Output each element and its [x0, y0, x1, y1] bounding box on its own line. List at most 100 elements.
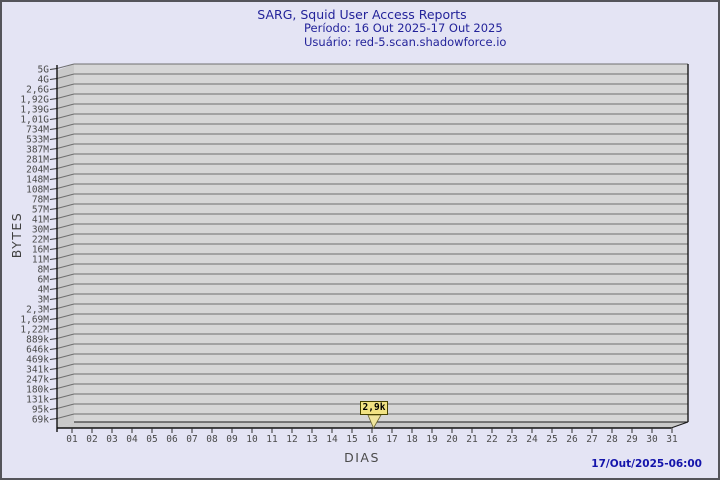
y-tick-label: 469k	[26, 355, 49, 366]
y-tick-label: 180k	[26, 385, 49, 396]
x-tick-label: 25	[546, 434, 557, 445]
x-tick-label: 02	[86, 434, 97, 445]
y-tick	[49, 208, 58, 210]
marker-pointer-icon	[367, 414, 382, 429]
x-tick-label: 12	[286, 434, 297, 445]
y-tick	[49, 98, 58, 100]
gridline-wall-segment	[56, 253, 75, 259]
y-tick	[49, 358, 58, 360]
gridline-wall-segment	[56, 63, 75, 69]
gridline-wall-segment	[56, 193, 75, 199]
gridline-wall-segment	[56, 123, 75, 129]
y-tick	[49, 78, 58, 80]
y-tick	[49, 178, 58, 180]
gridline-wall-segment	[56, 83, 75, 89]
gridline-wall-segment	[56, 143, 75, 149]
x-tick-label: 29	[626, 434, 638, 445]
y-tick-label: 16M	[32, 245, 49, 256]
x-tick-label: 17	[386, 434, 397, 445]
gridline-wall-segment	[56, 93, 75, 99]
y-tick-label: 2,6G	[26, 85, 49, 96]
y-tick	[49, 338, 58, 340]
x-tick-label: 14	[326, 434, 338, 445]
y-tick-label: 646k	[26, 345, 49, 356]
y-tick-label: 2,3M	[26, 305, 49, 316]
x-tick-label: 23	[506, 434, 517, 445]
y-tick-label: 1,22M	[20, 325, 49, 336]
y-tick	[49, 288, 58, 290]
x-tick-label: 03	[106, 434, 117, 445]
y-tick-label: 95k	[32, 405, 49, 416]
y-tick	[49, 418, 58, 420]
y-tick	[49, 158, 58, 160]
gridline-wall-segment	[56, 393, 75, 399]
y-tick-label: 1,92G	[20, 95, 49, 106]
gridline-wall-segment	[56, 323, 75, 329]
y-tick-label: 41M	[32, 215, 49, 226]
y-tick-label: 734M	[26, 125, 49, 136]
x-tick-label: 31	[666, 434, 678, 445]
y-tick	[49, 308, 58, 310]
y-tick-label: 889k	[26, 335, 49, 346]
gridline-wall-segment	[56, 73, 75, 79]
y-tick	[49, 88, 58, 90]
y-tick	[49, 248, 58, 250]
y-tick-label: 131k	[26, 395, 49, 406]
report-user: Usuário: red-5.scan.shadowforce.io	[304, 35, 507, 49]
gridline-wall-segment	[56, 263, 75, 269]
x-tick-label: 01	[66, 434, 78, 445]
axis-line-corner	[670, 421, 689, 429]
y-tick	[49, 258, 58, 260]
y-tick	[49, 168, 58, 170]
y-tick-label: 281M	[26, 155, 49, 166]
y-tick	[49, 328, 58, 330]
x-tick-label: 21	[466, 434, 478, 445]
x-tick-label: 08	[206, 434, 218, 445]
y-tick	[49, 228, 58, 230]
x-tick-label: 11	[266, 434, 278, 445]
x-tick-label: 05	[146, 434, 157, 445]
y-tick-label: 1,01G	[20, 115, 49, 126]
y-tick	[49, 348, 58, 350]
gridline-wall-segment	[56, 223, 75, 229]
y-tick-label: 5G	[38, 65, 50, 76]
x-tick-label: 22	[486, 434, 497, 445]
gridline-wall-segment	[56, 183, 75, 189]
y-tick	[49, 138, 58, 140]
y-tick	[49, 278, 58, 280]
y-tick-label: 6M	[38, 275, 50, 286]
gridline-wall-segment	[56, 303, 75, 309]
x-tick-label: 10	[246, 434, 258, 445]
y-tick-label: 387M	[26, 145, 49, 156]
y-tick	[49, 388, 58, 390]
y-tick	[49, 268, 58, 270]
y-tick-label: 204M	[26, 165, 49, 176]
gridline-wall-segment	[56, 333, 75, 339]
gridline-wall-segment	[56, 213, 75, 219]
y-tick-label: 247k	[26, 375, 49, 386]
gridline-wall-segment	[56, 233, 75, 239]
gridline-wall-segment	[56, 153, 75, 159]
gridline-wall-segment	[56, 403, 75, 409]
x-tick-label: 20	[446, 434, 458, 445]
y-tick-label: 148M	[26, 175, 49, 186]
gridline-wall-segment	[56, 113, 75, 119]
y-tick-label: 4M	[38, 285, 50, 296]
gridline-wall-segment	[56, 273, 75, 279]
x-tick-label: 13	[306, 434, 317, 445]
y-tick	[49, 188, 58, 190]
y-tick	[49, 108, 58, 110]
x-tick-label: 06	[166, 434, 178, 445]
y-tick	[49, 378, 58, 380]
y-tick-label: 78M	[32, 195, 49, 206]
x-tick-label: 15	[346, 434, 357, 445]
gridline-wall-segment	[56, 293, 75, 299]
x-tick-label: 24	[526, 434, 538, 445]
report-period: Período: 16 Out 2025-17 Out 2025	[304, 21, 503, 35]
y-tick-label: 533M	[26, 135, 49, 146]
y-tick-label: 57M	[32, 205, 49, 216]
x-tick-label: 04	[126, 434, 138, 445]
gridline-wall-segment	[56, 203, 75, 209]
